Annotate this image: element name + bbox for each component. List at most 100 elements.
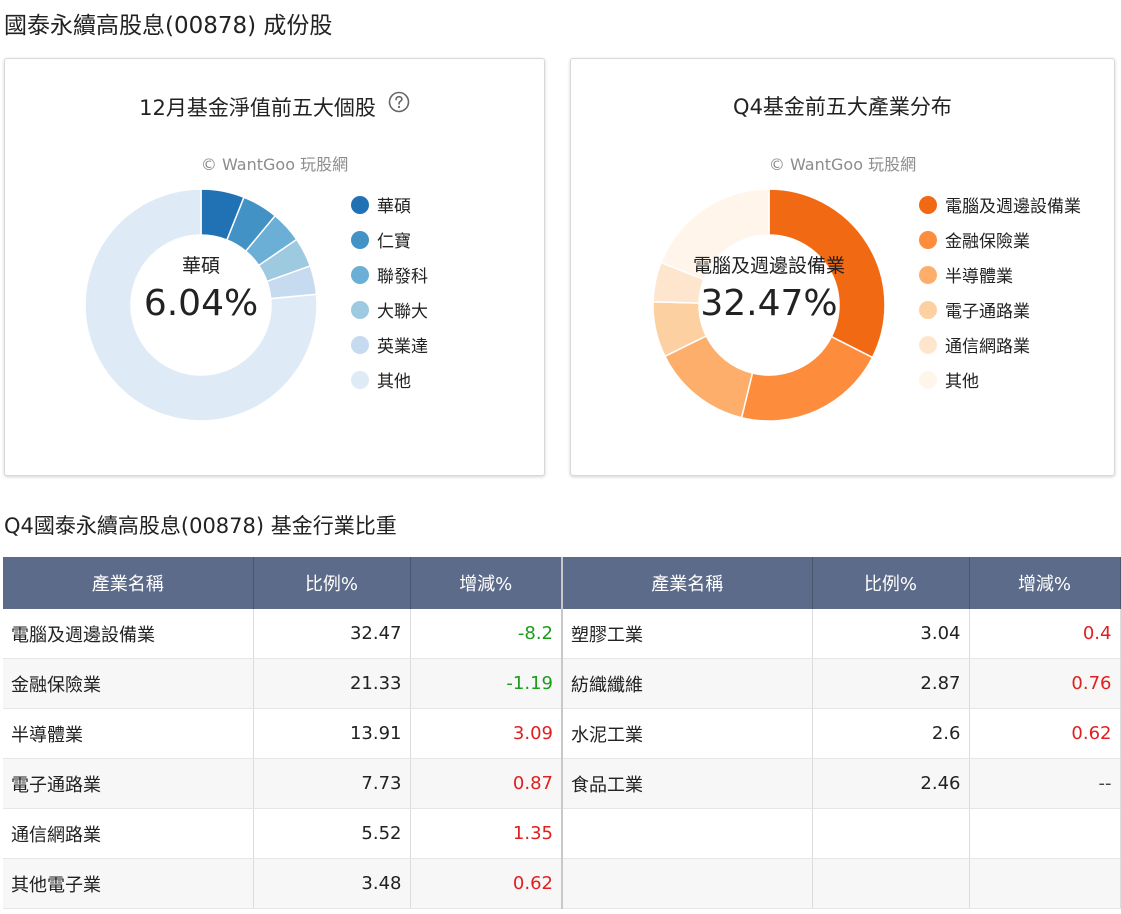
legend-swatch <box>919 370 937 389</box>
column-header: 比例% <box>812 557 970 609</box>
legend-swatch <box>351 300 369 319</box>
question-circle-icon[interactable] <box>388 91 410 118</box>
legend-swatch <box>919 335 937 354</box>
table-row: 電子通路業 7.73 0.87 食品工業 2.46 -- <box>3 758 1121 809</box>
industry-name-cell <box>561 808 813 859</box>
legend-swatch <box>351 230 369 249</box>
legend-label: 仁寶 <box>377 232 411 252</box>
industry-weight-table: 產業名稱 比例% 增減% 產業名稱 比例% 增減% 電腦及週邊設備業 32.47 -8.2 塑膠… <box>3 557 1121 909</box>
column-header: 增減% <box>410 557 563 609</box>
legend-label: 電腦及週邊設備業 <box>945 197 1081 217</box>
industry-name-cell: 塑膠工業 <box>561 609 813 659</box>
top-holdings-card: 12月基金淨值前五大個股 © WantGoo 玩股網 華碩 6.04% 華碩 仁寶… <box>4 58 545 476</box>
ratio-cell: 5.52 <box>253 808 411 859</box>
industry-distribution-card: Q4基金前五大產業分布 © WantGoo 玩股網 電腦及週邊設備業 32.47… <box>570 58 1115 476</box>
industry-name-cell: 電腦及週邊設備業 <box>3 609 254 659</box>
table-row: 通信網路業 5.52 1.35 <box>3 808 1121 859</box>
industry-name-cell: 半導體業 <box>3 708 254 759</box>
ratio-cell: 3.48 <box>253 858 411 909</box>
holdings-center-value: 6.04% <box>143 283 259 324</box>
watermark-label: © WantGoo 玩股網 <box>768 155 917 174</box>
legend-item[interactable]: 英業達 <box>351 327 428 362</box>
legend-item[interactable]: 聯發科 <box>351 257 428 292</box>
table-row: 其他電子業 3.48 0.62 <box>3 858 1121 909</box>
legend-item[interactable]: 仁寶 <box>351 222 428 257</box>
ratio-cell: 3.04 <box>812 609 970 659</box>
ratio-cell: 2.87 <box>812 658 970 709</box>
holdings-donut-chart <box>84 188 318 422</box>
industry-legend: 電腦及週邊設備業金融保險業半導體業電子通路業通信網路業其他 <box>919 187 1081 397</box>
legend-item[interactable]: 金融保險業 <box>919 222 1081 257</box>
change-cell: -8.2 <box>410 609 563 659</box>
holdings-card-title-row: 12月基金淨值前五大個股 <box>5 91 544 122</box>
table-header-row: 產業名稱 比例% 增減% 產業名稱 比例% 增減% <box>3 557 1121 609</box>
industry-name-cell <box>561 858 813 909</box>
legend-label: 電子通路業 <box>945 302 1030 322</box>
change-cell: -- <box>969 758 1121 809</box>
table-title: Q4國泰永續高股息(00878) 基金行業比重 <box>4 514 397 538</box>
industry-name-cell: 通信網路業 <box>3 808 254 859</box>
change-cell: 0.62 <box>969 708 1121 759</box>
holdings-legend: 華碩仁寶聯發科大聯大英業達其他 <box>351 187 428 397</box>
industry-card-title: Q4基金前五大產業分布 <box>733 95 952 119</box>
industry-donut-chart <box>652 188 886 422</box>
legend-swatch <box>919 265 937 284</box>
legend-label: 半導體業 <box>945 267 1013 287</box>
column-header: 比例% <box>253 557 411 609</box>
legend-item[interactable]: 其他 <box>919 362 1081 397</box>
legend-swatch <box>919 230 937 249</box>
table-row: 半導體業 13.91 3.09 水泥工業 2.6 0.62 <box>3 708 1121 759</box>
legend-label: 英業達 <box>377 337 428 357</box>
legend-swatch <box>919 195 937 214</box>
change-cell <box>969 858 1121 909</box>
legend-item[interactable]: 華碩 <box>351 187 428 222</box>
donut-slice[interactable] <box>660 188 770 281</box>
legend-label: 其他 <box>377 372 411 392</box>
column-header: 產業名稱 <box>3 557 254 609</box>
industry-name-cell: 電子通路業 <box>3 758 254 809</box>
holdings-card-title: 12月基金淨值前五大個股 <box>139 96 376 120</box>
column-header: 產業名稱 <box>561 557 813 609</box>
legend-label: 大聯大 <box>377 302 428 322</box>
industry-name-cell: 食品工業 <box>561 758 813 809</box>
legend-item[interactable]: 其他 <box>351 362 428 397</box>
ratio-cell <box>812 858 970 909</box>
legend-swatch <box>351 335 369 354</box>
ratio-cell: 21.33 <box>253 658 411 709</box>
change-cell: -1.19 <box>410 658 563 709</box>
legend-item[interactable]: 半導體業 <box>919 257 1081 292</box>
ratio-cell: 13.91 <box>253 708 411 759</box>
legend-label: 通信網路業 <box>945 337 1030 357</box>
legend-swatch <box>351 265 369 284</box>
column-header: 增減% <box>969 557 1121 609</box>
ratio-cell <box>812 808 970 859</box>
change-cell: 0.76 <box>969 658 1121 709</box>
legend-label: 華碩 <box>377 197 411 217</box>
legend-swatch <box>351 370 369 389</box>
page-title: 國泰永續高股息(00878) 成份股 <box>4 13 333 39</box>
industry-center-label: 電腦及週邊設備業 <box>692 255 845 277</box>
industry-name-cell: 水泥工業 <box>561 708 813 759</box>
industry-name-cell: 紡織纖維 <box>561 658 813 709</box>
change-cell: 0.87 <box>410 758 563 809</box>
donut-slice[interactable] <box>740 335 874 422</box>
table-row: 金融保險業 21.33 -1.19 紡織纖維 2.87 0.76 <box>3 658 1121 709</box>
legend-item[interactable]: 電子通路業 <box>919 292 1081 327</box>
change-cell: 3.09 <box>410 708 563 759</box>
change-cell: 0.4 <box>969 609 1121 659</box>
legend-swatch <box>351 195 369 214</box>
legend-swatch <box>919 300 937 319</box>
legend-item[interactable]: 電腦及週邊設備業 <box>919 187 1081 222</box>
donut-slice[interactable] <box>84 188 318 422</box>
watermark-label: © WantGoo 玩股網 <box>200 155 349 174</box>
legend-label: 其他 <box>945 372 979 392</box>
ratio-cell: 32.47 <box>253 609 411 659</box>
table-row: 電腦及週邊設備業 32.47 -8.2 塑膠工業 3.04 0.4 <box>3 609 1121 659</box>
legend-item[interactable]: 通信網路業 <box>919 327 1081 362</box>
holdings-center-label: 華碩 <box>181 255 220 277</box>
ratio-cell: 7.73 <box>253 758 411 809</box>
donut-slice[interactable] <box>768 188 886 359</box>
industry-name-cell: 其他電子業 <box>3 858 254 909</box>
change-cell: 0.62 <box>410 858 563 909</box>
legend-item[interactable]: 大聯大 <box>351 292 428 327</box>
